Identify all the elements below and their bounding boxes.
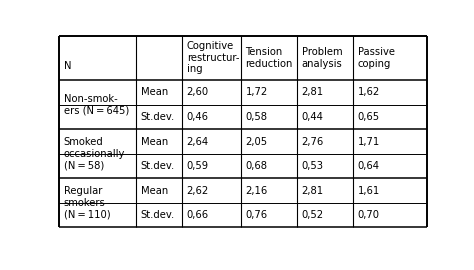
Text: 2,16: 2,16 — [246, 185, 268, 195]
Text: 2,64: 2,64 — [187, 137, 209, 147]
Text: 0,44: 0,44 — [301, 112, 324, 122]
Text: 2,76: 2,76 — [301, 137, 324, 147]
Text: Mean: Mean — [141, 185, 168, 195]
Text: 0,68: 0,68 — [246, 161, 267, 171]
Text: 2,60: 2,60 — [187, 87, 209, 97]
Text: Regular
smokers
(N = 110): Regular smokers (N = 110) — [64, 186, 110, 220]
Text: 0,65: 0,65 — [357, 112, 380, 122]
Text: Mean: Mean — [141, 137, 168, 147]
Text: 0,58: 0,58 — [246, 112, 267, 122]
Text: 0,64: 0,64 — [357, 161, 380, 171]
Text: 0,66: 0,66 — [187, 210, 209, 220]
Text: Mean: Mean — [141, 87, 168, 97]
Text: 0,53: 0,53 — [301, 161, 324, 171]
Text: Problem
analysis: Problem analysis — [301, 47, 342, 69]
Text: Cognitive
restructur-
ing: Cognitive restructur- ing — [187, 41, 239, 75]
Text: St.dev.: St.dev. — [141, 161, 175, 171]
Text: Passive
coping: Passive coping — [357, 47, 394, 69]
Text: N: N — [64, 61, 71, 71]
Text: 2,81: 2,81 — [301, 185, 324, 195]
Text: 2,05: 2,05 — [246, 137, 268, 147]
Text: 2,81: 2,81 — [301, 87, 324, 97]
Text: 0,70: 0,70 — [357, 210, 380, 220]
Text: 1,61: 1,61 — [357, 185, 380, 195]
Text: 0,46: 0,46 — [187, 112, 209, 122]
Text: 1,62: 1,62 — [357, 87, 380, 97]
Text: 1,72: 1,72 — [246, 87, 268, 97]
Text: Non-smok-
ers (N = 645): Non-smok- ers (N = 645) — [64, 94, 129, 116]
Text: Smoked
occasionally
(N = 58): Smoked occasionally (N = 58) — [64, 137, 125, 170]
Text: 2,62: 2,62 — [187, 185, 209, 195]
Text: 1,71: 1,71 — [357, 137, 380, 147]
Text: 0,52: 0,52 — [301, 210, 324, 220]
Text: 0,76: 0,76 — [246, 210, 268, 220]
Text: 0,59: 0,59 — [187, 161, 209, 171]
Text: Tension
reduction: Tension reduction — [246, 47, 293, 69]
Text: St.dev.: St.dev. — [141, 112, 175, 122]
Text: St.dev.: St.dev. — [141, 210, 175, 220]
